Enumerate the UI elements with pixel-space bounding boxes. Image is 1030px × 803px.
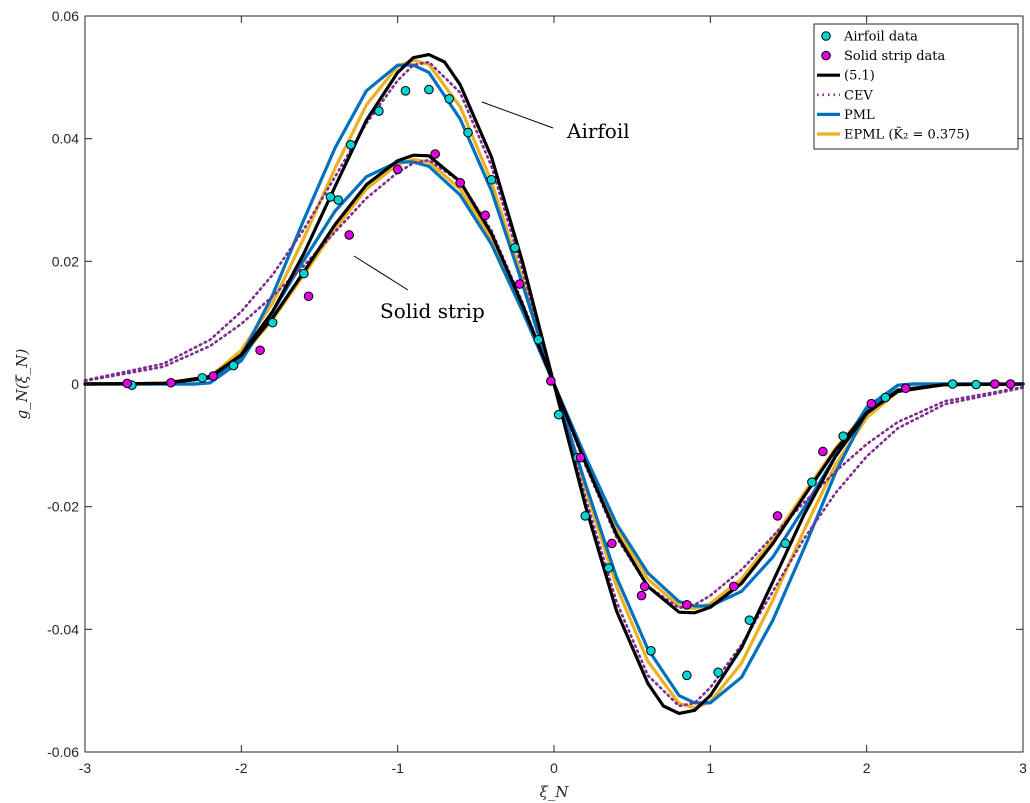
- solid-strip-data-point: [866, 398, 877, 409]
- airfoil-data-point: [533, 335, 544, 345]
- solid-strip-data-point: [639, 581, 650, 592]
- airfoil-data-point: [463, 127, 473, 138]
- y-tick-label: 0.02: [52, 253, 79, 269]
- y-tick-label: -0.04: [47, 621, 79, 637]
- solid-strip-data-point: [122, 378, 133, 389]
- airfoil-data-point: [424, 84, 434, 95]
- annotation-airfoil: Airfoil: [566, 119, 630, 143]
- annotations-layer: Airfoil Solid strip: [353, 101, 630, 323]
- legend-marker: [821, 31, 831, 41]
- airfoil-data-point: [228, 360, 239, 371]
- legend-box: [813, 23, 1019, 150]
- legend-label: EPML (K̃₂ = 0.375): [844, 126, 970, 142]
- airfoil-data-point: [580, 511, 591, 521]
- solid-strip-data-point: [546, 376, 556, 386]
- solid-strip-data-point: [514, 279, 525, 289]
- airfoil-data-point: [197, 373, 208, 383]
- legend-label: CEV: [844, 88, 873, 103]
- solid-strip-data-point: [636, 590, 647, 601]
- airfoil-data-point: [744, 615, 755, 625]
- airfoil-data-point: [682, 670, 692, 681]
- legend-label: PML: [844, 108, 875, 123]
- solid-strip-data-point: [255, 345, 265, 356]
- data-points-layer: [122, 84, 1016, 681]
- annotation-pointer-solid-strip: [353, 255, 409, 291]
- y-tick-label: 0: [71, 376, 79, 392]
- annotation-solid-strip: Solid strip: [380, 299, 485, 323]
- airfoil-data-point: [267, 317, 278, 328]
- y-tick-label: 0.06: [52, 8, 79, 24]
- y-tick-label: 0.04: [52, 131, 79, 147]
- airfoil-data-point: [345, 140, 356, 150]
- x-tick-label: -3: [79, 760, 92, 776]
- x-tick-label: 3: [1019, 760, 1027, 776]
- airfoil-data-point: [374, 106, 384, 116]
- solid-strip-data-point: [900, 383, 911, 394]
- solid-strip-data-point: [208, 371, 218, 381]
- airfoil-data-point: [838, 431, 849, 441]
- x-tick-label: -2: [235, 760, 248, 776]
- legend-marker: [821, 50, 831, 61]
- solid-strip-data-point: [430, 149, 440, 159]
- legend-label: (5.1): [844, 69, 875, 84]
- solid-strip-data-point: [480, 210, 491, 221]
- airfoil-data-point: [510, 243, 520, 253]
- airfoil-data-point: [713, 667, 723, 678]
- solid-strip-data-point: [1005, 379, 1016, 389]
- legend-label: Solid strip data: [844, 49, 946, 64]
- x-tick-label: -1: [391, 760, 404, 776]
- airfoil-data-point: [333, 195, 344, 205]
- solid-strip-data-point: [455, 178, 466, 188]
- y-axis-label: g_N(ξ_N): [13, 348, 31, 419]
- solid-strip-data-point: [818, 446, 828, 457]
- solid-strip-data-point: [392, 164, 403, 175]
- airfoil-data-point: [807, 477, 817, 487]
- airfoil-data-point: [325, 192, 336, 202]
- solid-strip-data-point: [303, 291, 314, 302]
- solid-strip-data-point: [166, 377, 176, 388]
- airfoil-data-point: [646, 646, 656, 656]
- airfoil-data-point: [553, 409, 564, 420]
- legend-label: Airfoil data: [843, 30, 918, 45]
- axes-layer: -3 -2 -1 0 1 2 3 -0.06 -0.04 -0.02 0 0.02 0.04 0.06 ξ_…: [13, 8, 1027, 801]
- airfoil-data-point: [780, 538, 791, 549]
- legend: Airfoil data Solid strip data (5.1) CEV PML E…: [813, 23, 1019, 150]
- solid-strip-data-point: [344, 230, 355, 240]
- annotation-pointer-airfoil: [481, 101, 554, 129]
- airfoil-data-point: [971, 379, 981, 390]
- y-tick-label: -0.06: [47, 744, 79, 760]
- airfoil-data-point: [299, 268, 309, 279]
- solid-strip-data-point: [990, 379, 1000, 389]
- airfoil-data-point: [603, 563, 614, 573]
- x-axis-label: ξ_N: [540, 783, 570, 801]
- solid-strip-data-point: [772, 511, 783, 521]
- airfoil-data-point: [486, 174, 497, 185]
- x-tick-label: 2: [863, 760, 871, 776]
- solid-strip-data-point: [607, 538, 617, 549]
- airfoil-data-point: [947, 379, 958, 389]
- x-tick-label: 0: [550, 760, 558, 776]
- solid-strip-data-point: [575, 452, 586, 463]
- x-tick-label: 1: [706, 760, 714, 776]
- solid-strip-data-point: [728, 581, 739, 592]
- y-tick-label: -0.02: [47, 499, 79, 515]
- airfoil-data-point: [444, 94, 455, 104]
- airfoil-data-point: [400, 86, 411, 96]
- airfoil-data-point: [880, 392, 891, 403]
- solid-strip-data-point: [682, 600, 692, 610]
